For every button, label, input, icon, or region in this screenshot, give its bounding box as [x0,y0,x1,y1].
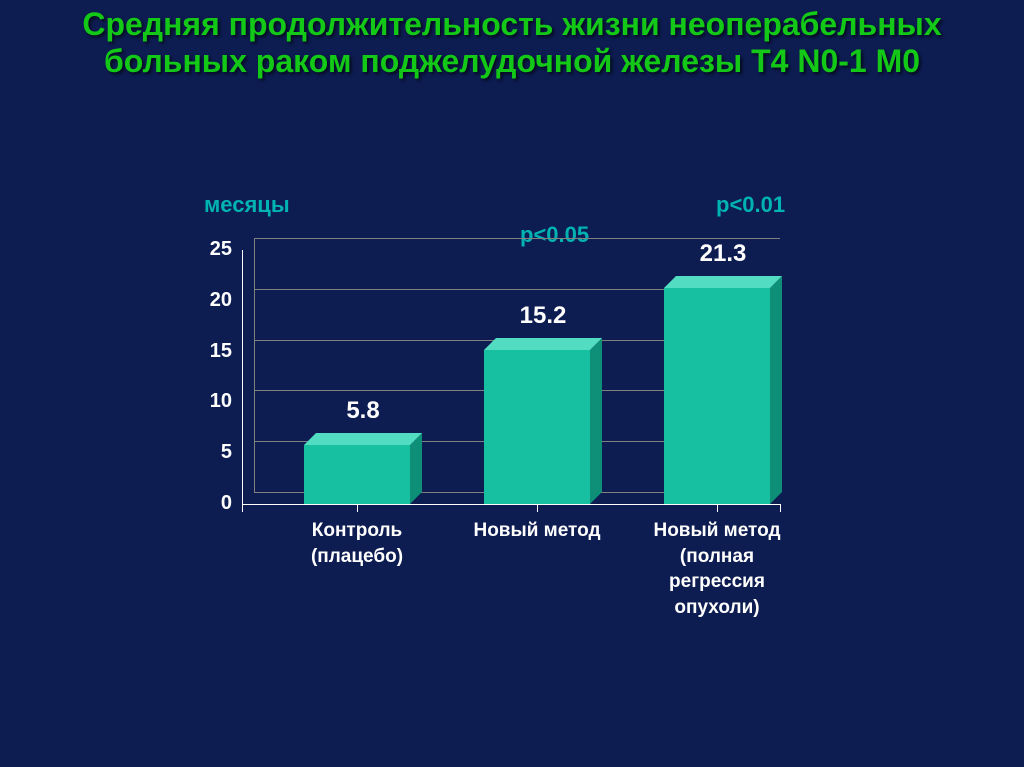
y-tick-label: 5 [192,441,232,464]
bar-value-label: 5.8 [263,397,463,425]
bar [304,445,410,504]
bar-value-label: 21.3 [623,240,823,268]
bar-value-label: 15.2 [443,302,643,330]
bar-side [410,433,422,504]
y-tick-label: 0 [192,492,232,515]
bar-side [770,276,782,504]
bar-front [304,445,410,504]
y-tick-label: 25 [192,238,232,261]
axis-line [254,238,255,492]
bar-top [304,433,422,445]
p-value-annotation: p<0.05 [520,222,589,248]
x-tick-mark [780,504,781,512]
bar-top [664,276,782,288]
y-tick-label: 10 [192,390,232,413]
plot-area: 05101520255.8Контроль (плацебо)15.2Новый… [242,250,780,504]
y-axis-title: месяцы [204,192,290,218]
x-axis-line [242,504,780,505]
bar-top [484,338,602,350]
bar-front [664,288,770,504]
bar-chart: 05101520255.8Контроль (плацебо)15.2Новый… [242,250,780,504]
bar [484,350,590,504]
x-tick-label: Новый метод [452,518,622,544]
x-tick-mark [717,504,718,512]
bar-front [484,350,590,504]
y-tick-label: 15 [192,340,232,363]
y-axis-line [242,250,243,504]
page-title: Средняя продолжительность жизни неопераб… [0,0,1024,80]
bar [664,288,770,504]
x-tick-mark [357,504,358,512]
x-tick-label: Новый метод (полная регрессия опухоли) [632,518,802,621]
x-tick-mark [537,504,538,512]
x-tick-label: Контроль (плацебо) [272,518,442,569]
y-tick-label: 20 [192,289,232,312]
p-value-annotation: p<0.01 [716,192,785,218]
x-tick-mark [242,504,243,512]
bar-side [590,338,602,504]
